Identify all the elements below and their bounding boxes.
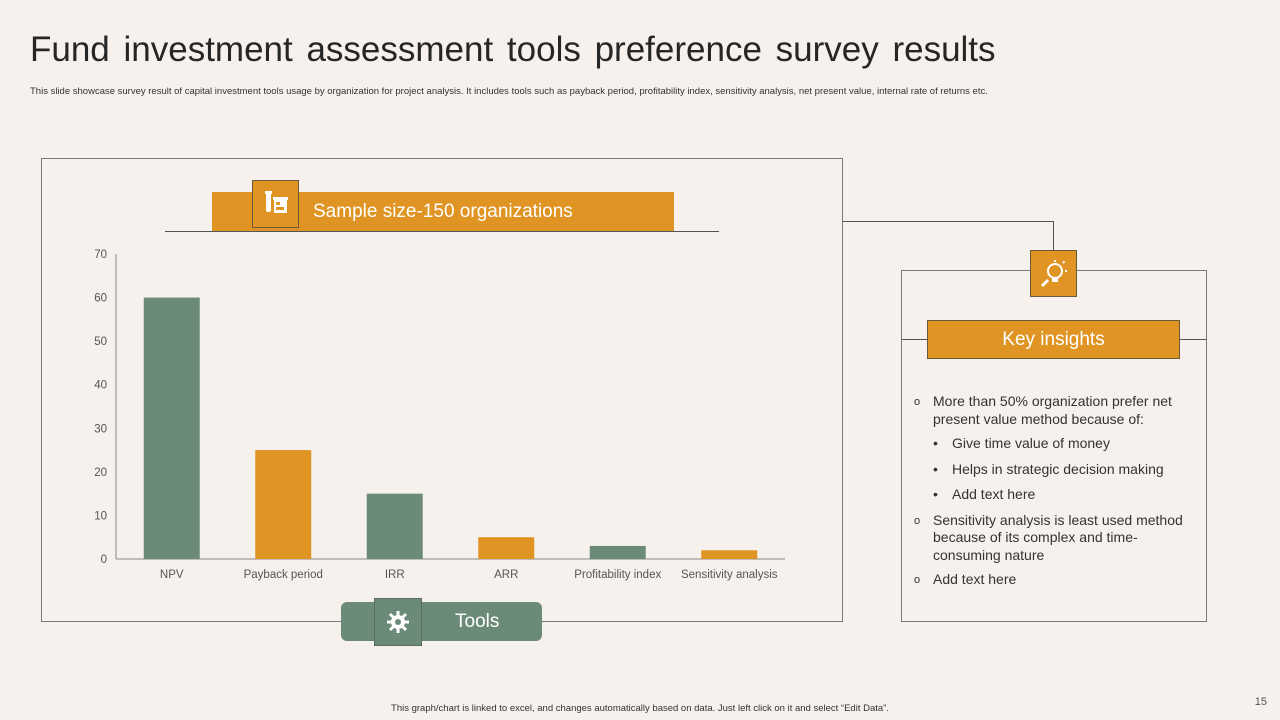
y-tick-label: 0	[101, 554, 107, 566]
bar-payback-period	[255, 450, 312, 559]
y-tick-label: 20	[94, 467, 107, 479]
page-number: 15	[1254, 696, 1267, 708]
bar-irr	[366, 493, 423, 559]
y-tick-label: 70	[94, 249, 107, 261]
x-tick-label: ARR	[494, 569, 518, 581]
insight-subitem: Add text here	[914, 486, 1192, 504]
x-tick-label: IRR	[385, 569, 405, 581]
y-tick-label: 40	[94, 380, 107, 392]
x-tick-label: Payback period	[244, 569, 323, 581]
sample-size-label: Sample size-150 organizations	[313, 200, 573, 222]
key-insights-heading: Key insights	[1002, 328, 1105, 350]
y-tick-label: 60	[94, 293, 107, 305]
page-title: Fund investment assessment tools prefere…	[30, 30, 996, 69]
x-tick-label: Profitability index	[574, 569, 661, 581]
x-tick-label: Sensitivity analysis	[681, 569, 778, 581]
bar-profitability-index	[589, 545, 646, 559]
key-insights-banner: Key insights	[927, 320, 1180, 359]
x-tick-label: NPV	[160, 569, 184, 581]
bar-arr	[478, 537, 535, 559]
sample-divider	[165, 231, 719, 232]
page-subtitle: This slide showcase survey result of cap…	[30, 86, 988, 97]
insight-subitem: Give time value of money	[914, 435, 1192, 453]
connector-line-vertical	[1053, 221, 1054, 250]
insight-item: Add text here	[914, 571, 1192, 589]
lab-flask-icon	[252, 180, 299, 228]
tools-axis-pill: Tools	[341, 602, 542, 641]
connector-line	[843, 221, 1054, 222]
insight-item: More than 50% organization prefer net pr…	[914, 393, 1192, 428]
gear-tools-icon	[374, 598, 422, 646]
tools-label: Tools	[455, 610, 500, 632]
bar-npv	[143, 297, 200, 559]
y-tick-label: 10	[94, 510, 107, 522]
bar-sensitivity-analysis	[701, 550, 758, 559]
footer-note: This graph/chart is linked to excel, and…	[391, 703, 889, 714]
lightbulb-gear-icon	[1030, 250, 1077, 297]
insight-item: Sensitivity analysis is least used metho…	[914, 512, 1192, 565]
y-tick-label: 50	[94, 336, 107, 348]
y-tick-label: 30	[94, 423, 107, 435]
insight-subitem: Helps in strategic decision making	[914, 461, 1192, 479]
insights-list: More than 50% organization prefer net pr…	[914, 393, 1192, 596]
